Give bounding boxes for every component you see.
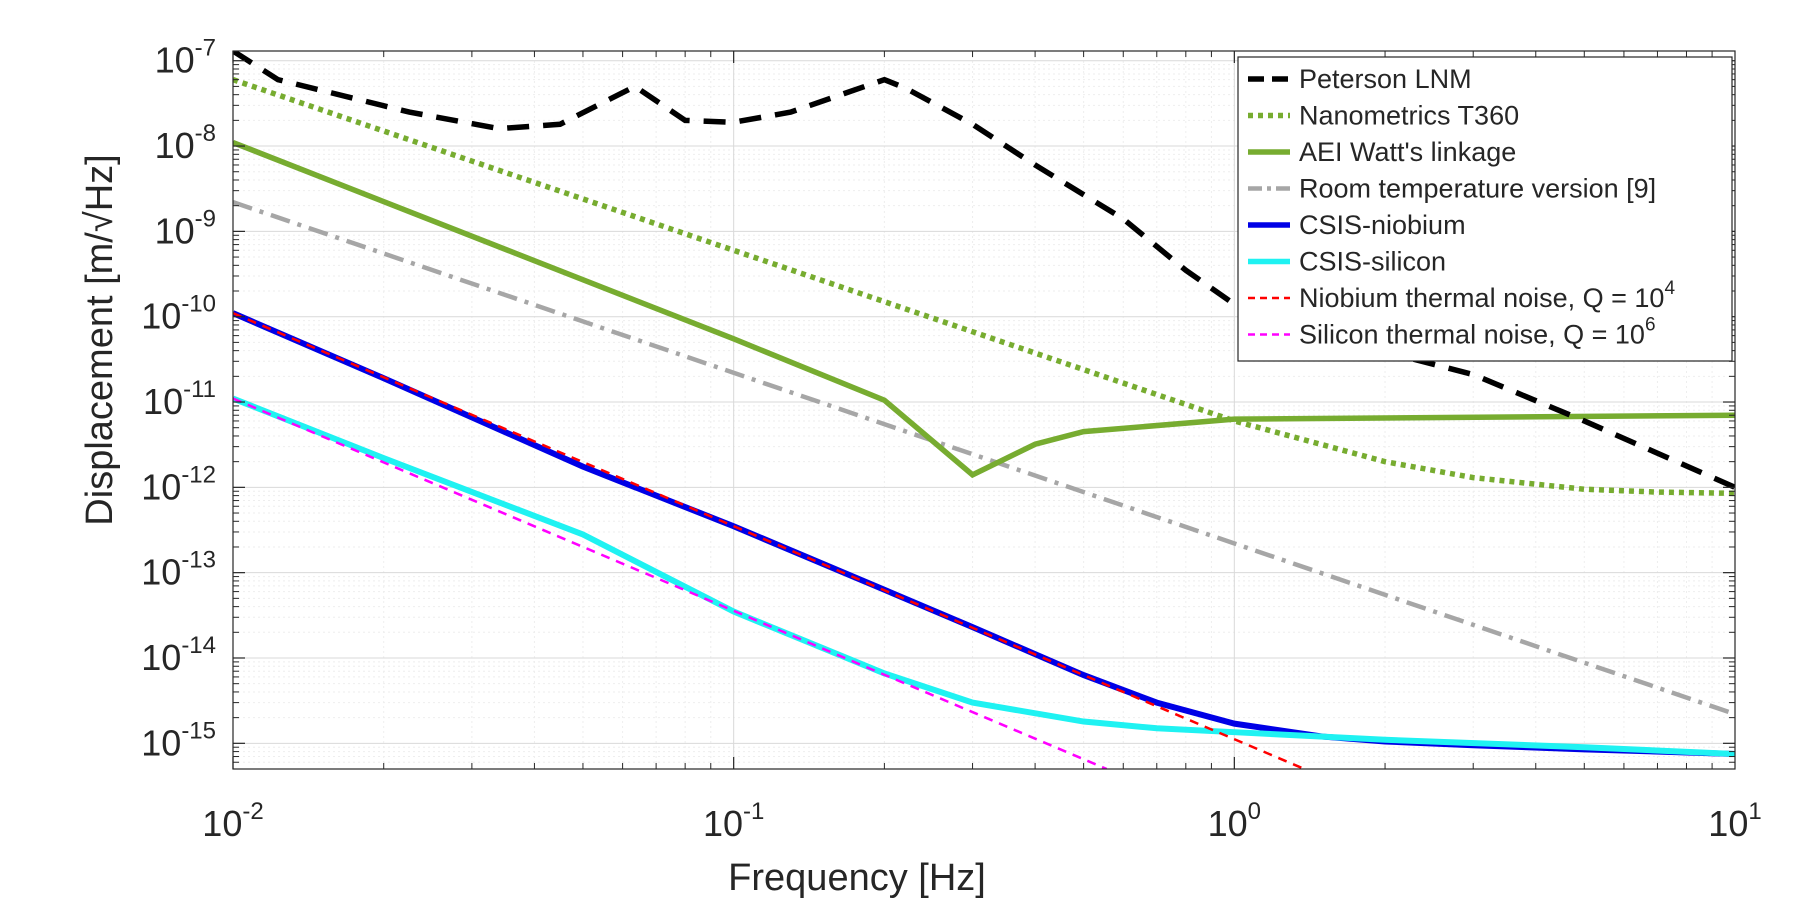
series-line-aei (233, 139, 1735, 479)
legend-label-peterson: Peterson LNM (1299, 64, 1472, 94)
legend-label-nb: CSIS-niobium (1299, 210, 1466, 240)
series-line-peterson (233, 51, 1735, 490)
legend-label-t360: Nanometrics T360 (1299, 101, 1519, 131)
y-tick-label: 10-12 (141, 461, 216, 507)
y-tick-label: 10-11 (143, 376, 216, 422)
y-tick-label: 10-14 (141, 632, 216, 678)
legend-label-nbth: Niobium thermal noise, Q = 104 (1299, 278, 1675, 313)
y-tick-label: 10-7 (155, 35, 216, 81)
legend-label-aei: AEI Watt's linkage (1299, 137, 1516, 167)
x-tick-label: 101 (1708, 798, 1761, 844)
y-axis-label: Displacement [m/√Hz] (79, 154, 121, 525)
x-tick-label: 100 (1208, 798, 1261, 844)
y-tick-label: 10-13 (141, 547, 216, 593)
series-line-room (233, 200, 1735, 717)
y-tick-label: 10-15 (141, 717, 216, 763)
y-tick-labels: 10-7 10-8 10-9 10-10 10-11 10-12 10-13 10-14 10-… (141, 35, 216, 764)
x-tick-label: 10-1 (703, 798, 764, 844)
legend-label-si: CSIS-silicon (1299, 247, 1446, 277)
series-line-sith (233, 397, 1108, 769)
legend-label-room: Room temperature version [9] (1299, 174, 1656, 204)
legend: Peterson LNM Nanometrics T360 AEI Watt's l… (1237, 56, 1733, 362)
x-tick-label: 10-2 (202, 798, 263, 844)
y-tick-label: 10-8 (155, 120, 216, 166)
y-tick-label: 10-9 (155, 205, 216, 251)
series-line-si (233, 395, 1735, 757)
series-line-t360 (233, 77, 1735, 497)
series-line-nbth (233, 312, 1305, 769)
x-axis-label: Frequency [Hz] (728, 857, 986, 899)
legend-box (1237, 56, 1733, 362)
ticks-layer (232, 51, 1735, 770)
y-tick-label: 10-10 (141, 291, 216, 337)
series-layer (233, 51, 1735, 769)
legend-label-sith: Silicon thermal noise, Q = 106 (1299, 315, 1656, 350)
x-tick-labels: 10-2 10-1 100 101 (202, 798, 1761, 844)
